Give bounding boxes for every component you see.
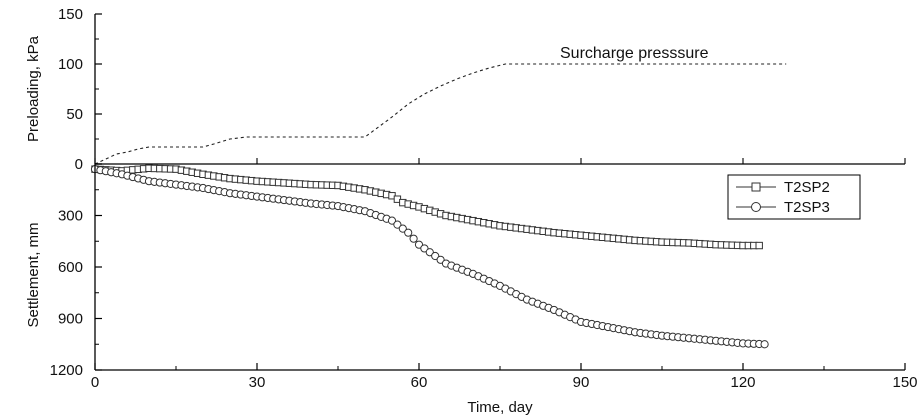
- settlement-panel: [90, 164, 769, 349]
- y-tick-label-bottom: 300: [58, 208, 83, 225]
- point-t2sp3: [414, 240, 424, 249]
- legend-box: [727, 174, 861, 220]
- point-t2sp3: [425, 248, 434, 257]
- legend-label-t2sp2: T2SP2: [784, 179, 830, 196]
- point-t2sp3: [760, 340, 769, 349]
- series-t2sp2: [91, 164, 763, 250]
- point-t2sp3: [409, 234, 418, 243]
- y-tick-label-top: 150: [58, 6, 83, 23]
- point-t2sp3: [393, 220, 402, 229]
- legend-marker-t2sp3: [751, 202, 761, 212]
- x-tick-label: 150: [892, 374, 917, 391]
- legend-label-t2sp3: T2SP3: [784, 199, 830, 216]
- y-axis-title-top: Preloading, kPa: [25, 35, 42, 142]
- series-t2sp3: [90, 165, 769, 349]
- y-axis-title-bottom: Settlement, mm: [25, 222, 42, 327]
- point-t2sp3: [398, 224, 407, 233]
- point-t2sp3: [404, 228, 413, 237]
- point-t2sp3: [420, 244, 429, 253]
- legend-marker-t2sp2: [751, 182, 761, 192]
- series-line-t2sp3: [94, 168, 765, 345]
- x-tick-label: 90: [573, 374, 590, 391]
- legend: T2SP2 T2SP3: [727, 174, 861, 220]
- axes: 0 30 60 90 120 150 50 100 150 0 300 600 900 1200 Prelo…: [25, 6, 918, 416]
- y-tick-label-top: 100: [58, 56, 83, 73]
- x-tick-label: 0: [91, 374, 99, 391]
- preloading-panel: Surcharge presssure: [94, 45, 787, 165]
- x-axis-title: Time, day: [467, 399, 533, 416]
- y-tick-label-bottom: 600: [58, 259, 83, 276]
- point-t2sp3: [387, 216, 397, 225]
- surcharge-pressure-line: [94, 63, 787, 165]
- y-tick-label-bottom: 900: [58, 311, 83, 328]
- surcharge-annotation: Surcharge presssure: [560, 45, 709, 62]
- point-t2sp2: [755, 241, 763, 250]
- point-t2sp3: [431, 251, 440, 261]
- y-tick-label-bottom: 0: [75, 156, 83, 173]
- x-tick-label: 30: [249, 374, 266, 391]
- point-t2sp3: [436, 255, 445, 264]
- y-tick-label-bottom: 1200: [50, 362, 83, 379]
- x-tick-label: 60: [411, 374, 428, 391]
- x-tick-label: 120: [730, 374, 755, 391]
- y-tick-label-top: 50: [66, 106, 83, 123]
